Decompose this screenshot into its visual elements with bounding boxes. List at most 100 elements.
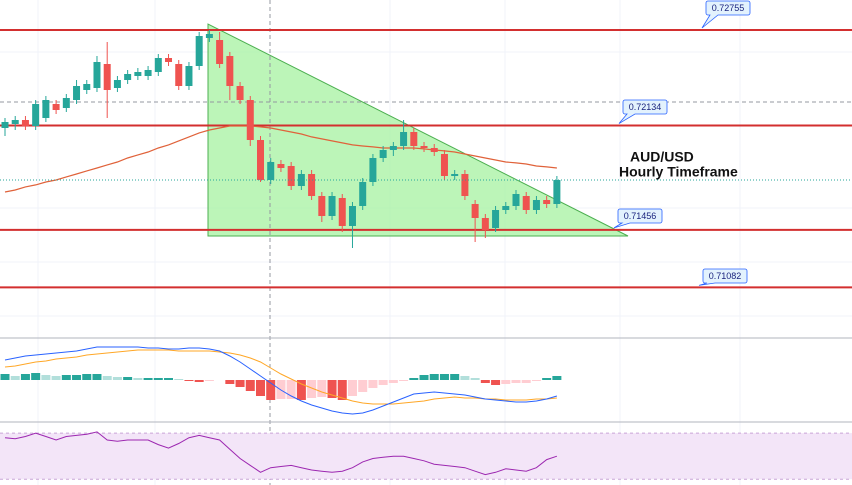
timeframe-label: Hourly Timeframe (619, 164, 738, 180)
macd-histogram-bar (235, 380, 245, 387)
callout-label: 0.72755 (712, 3, 745, 13)
callout-box (618, 99, 668, 124)
macd-histogram-bar (501, 380, 511, 384)
candle-body (11, 120, 19, 124)
candle-body (359, 182, 367, 206)
macd-histogram-bar (10, 376, 20, 380)
macd-histogram-bar (286, 380, 296, 399)
macd-histogram-bar (31, 373, 41, 380)
candle-body (83, 84, 91, 90)
candle-body (257, 140, 264, 180)
candle-body (338, 198, 346, 226)
macd-histogram-bar (368, 380, 378, 388)
macd-histogram-bar (20, 374, 30, 380)
candle-body (481, 218, 489, 230)
candle-body (185, 66, 193, 86)
rsi-line (4, 431, 558, 476)
macd-histogram-bar (399, 380, 409, 381)
macd-histogram-bar (256, 380, 265, 396)
candle-body (113, 80, 121, 88)
candle-body (420, 146, 428, 148)
candle-body (277, 164, 285, 168)
callout-box (698, 268, 748, 286)
macd-histogram-bar (72, 375, 82, 380)
candle-body (400, 132, 408, 146)
macd-histogram-bar (92, 374, 102, 380)
candle-body (42, 100, 50, 118)
macd-histogram-bar (143, 378, 153, 380)
candle-body (124, 74, 132, 80)
candle-body (532, 200, 540, 210)
moving-average (4, 125, 557, 193)
candle-body (492, 210, 500, 228)
candle-body (512, 194, 520, 206)
callout-label: 0.71456 (624, 211, 657, 221)
candle-body (144, 70, 152, 76)
macd-histogram-bar (419, 375, 429, 380)
macd-histogram-bar (347, 380, 357, 396)
candle-body (134, 72, 142, 76)
candle-body (451, 174, 459, 176)
macd-histogram-bar (204, 380, 214, 381)
candle-body (297, 174, 305, 186)
macd-histogram-bar (470, 378, 480, 380)
candle-body (328, 196, 336, 216)
candle-body (165, 58, 173, 62)
macd-histogram-bar (102, 376, 112, 380)
macd-histogram-bar (521, 380, 531, 383)
macd-histogram-bar (388, 380, 398, 383)
callout-label: 0.71082 (709, 271, 742, 281)
candle-body (175, 64, 183, 86)
callout-box (701, 0, 751, 29)
macd-histogram-bar (317, 380, 327, 397)
candle-body (430, 148, 438, 152)
macd-histogram-bar (82, 374, 92, 380)
macd-histogram-bar (225, 380, 235, 384)
triangle-pattern (207, 23, 629, 237)
candle-body (369, 158, 377, 182)
candle-body (440, 154, 448, 176)
macd-histogram-bar (164, 378, 174, 380)
macd-histogram-bar (439, 374, 449, 380)
macd-histogram-bar (480, 380, 490, 383)
macd-signal-line (4, 349, 557, 405)
macd-histogram-bar (41, 375, 51, 380)
candle-body (216, 40, 224, 64)
macd-histogram-bar (174, 379, 184, 380)
candle-body (1, 122, 9, 128)
pair-label: AUD/USD (630, 149, 694, 165)
macd-histogram-bar (409, 378, 419, 380)
macd-histogram-bar (61, 375, 71, 380)
candle-body (236, 86, 244, 100)
candle-body (522, 196, 530, 210)
candle-body (471, 204, 479, 218)
candle-body (318, 196, 326, 216)
candle-body (389, 146, 397, 150)
candle-body (308, 174, 316, 196)
macd-histogram-bar (358, 380, 368, 392)
candle-body (410, 132, 418, 146)
candle-body (553, 180, 561, 204)
candle-body (62, 98, 70, 108)
candle-body (543, 200, 551, 204)
macd-histogram-bar (133, 378, 143, 380)
macd-histogram-bar (153, 378, 163, 380)
callout-box (613, 208, 663, 229)
candle-body (73, 86, 81, 100)
macd-histogram-bar (112, 377, 122, 380)
macd-histogram-bar (378, 380, 388, 385)
macd-histogram-bar (296, 380, 306, 400)
macd-histogram-bar (245, 380, 255, 391)
macd-histogram-bar (511, 380, 521, 383)
macd-histogram-bar (194, 380, 204, 382)
candle-body (379, 150, 387, 158)
macd-histogram-bar (51, 376, 61, 380)
macd-histogram-bar (307, 380, 317, 398)
macd-line (4, 346, 558, 415)
candle-body (226, 56, 234, 86)
candle-body (461, 174, 469, 196)
